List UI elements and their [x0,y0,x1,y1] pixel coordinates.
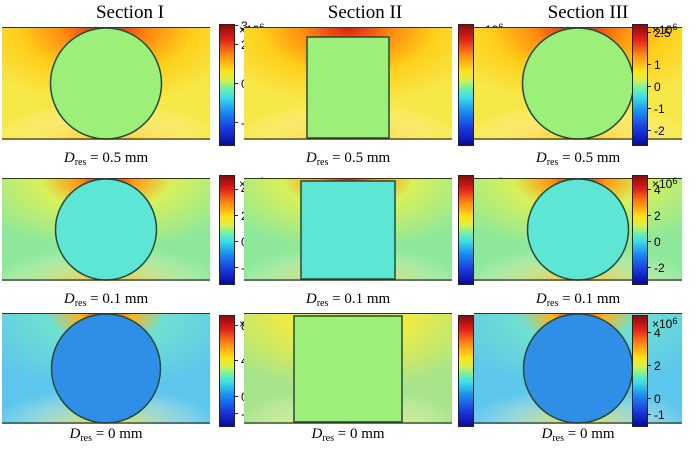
colorbar-tick-label: 3 [234,19,248,33]
panel-caption: Dres = 0 mm [541,426,615,444]
colorbar-tick-label: -2 [647,261,665,275]
contour-panel-r2-c1 [2,178,210,281]
colorbar-multiplier: ×106 [652,176,678,191]
colorbar-tick-label: 4 [647,326,661,341]
panel-caption: Dres = 0.5 mm [535,150,621,168]
inclusion-square [293,315,403,423]
inclusion-circle [526,178,630,281]
inclusion-circle [49,27,163,140]
inclusion-circle [521,27,635,140]
contour-panel-r1-c1 [2,27,210,140]
column-title-section-2: Section II [327,2,403,23]
colorbar-tick-label: 0 [647,235,661,249]
panel-caption: Dres = 0.5 mm [305,150,391,168]
panel-caption: Dres = 0.5 mm [63,150,149,168]
colorbar-multiplier: ×106 [652,22,678,37]
colorbar [458,175,474,285]
contour-panel-r3-c2 [244,313,452,424]
contour-panel-r1-c2 [244,27,452,140]
colorbar [632,175,648,285]
colorbar-tick-label: 2.5 [647,25,671,40]
contour-panel-r2-c3 [474,178,682,281]
colorbar [632,24,648,146]
colorbar-tick-label: 0 [647,391,661,406]
colorbar-tick-label: 2 [647,358,661,373]
colorbar-tick-label: 0 [647,80,661,95]
colorbar [219,175,235,285]
panel-caption: Dres = 0.1 mm [535,291,621,309]
colorbar [632,315,648,427]
colorbar-tick-label: -1 [647,407,665,422]
colorbar [219,24,235,146]
column-title-section-1: Section I [95,2,165,23]
colorbar-tick-label: 1 [647,58,661,73]
colorbar-multiplier: ×106 [652,316,678,331]
panel-caption: Dres = 0.1 mm [305,291,391,309]
column-title-section-3: Section III [547,2,629,23]
colorbar-tick-label: -2 [647,124,665,139]
contour-panel-r1-c3 [474,27,682,140]
inclusion-square [300,180,396,280]
inclusion-circle [54,178,158,281]
colorbar [458,24,474,146]
inclusion-circle [50,313,162,424]
colorbar-tick-label: 2 [647,209,661,223]
colorbar-tick-label: 4 [647,183,661,197]
colorbar [219,315,235,427]
inclusion-square [306,36,390,139]
panel-caption: Dres = 0 mm [69,426,143,444]
inclusion-circle [522,313,634,424]
colorbar-tick-label: -1 [647,102,665,117]
panel-caption: Dres = 0.1 mm [63,291,149,309]
contour-panel-r2-c2 [244,178,452,281]
panel-caption: Dres = 0 mm [311,426,385,444]
contour-panel-r3-c1 [2,313,210,424]
colorbar [458,315,474,427]
contour-panel-r3-c3 [474,313,682,424]
